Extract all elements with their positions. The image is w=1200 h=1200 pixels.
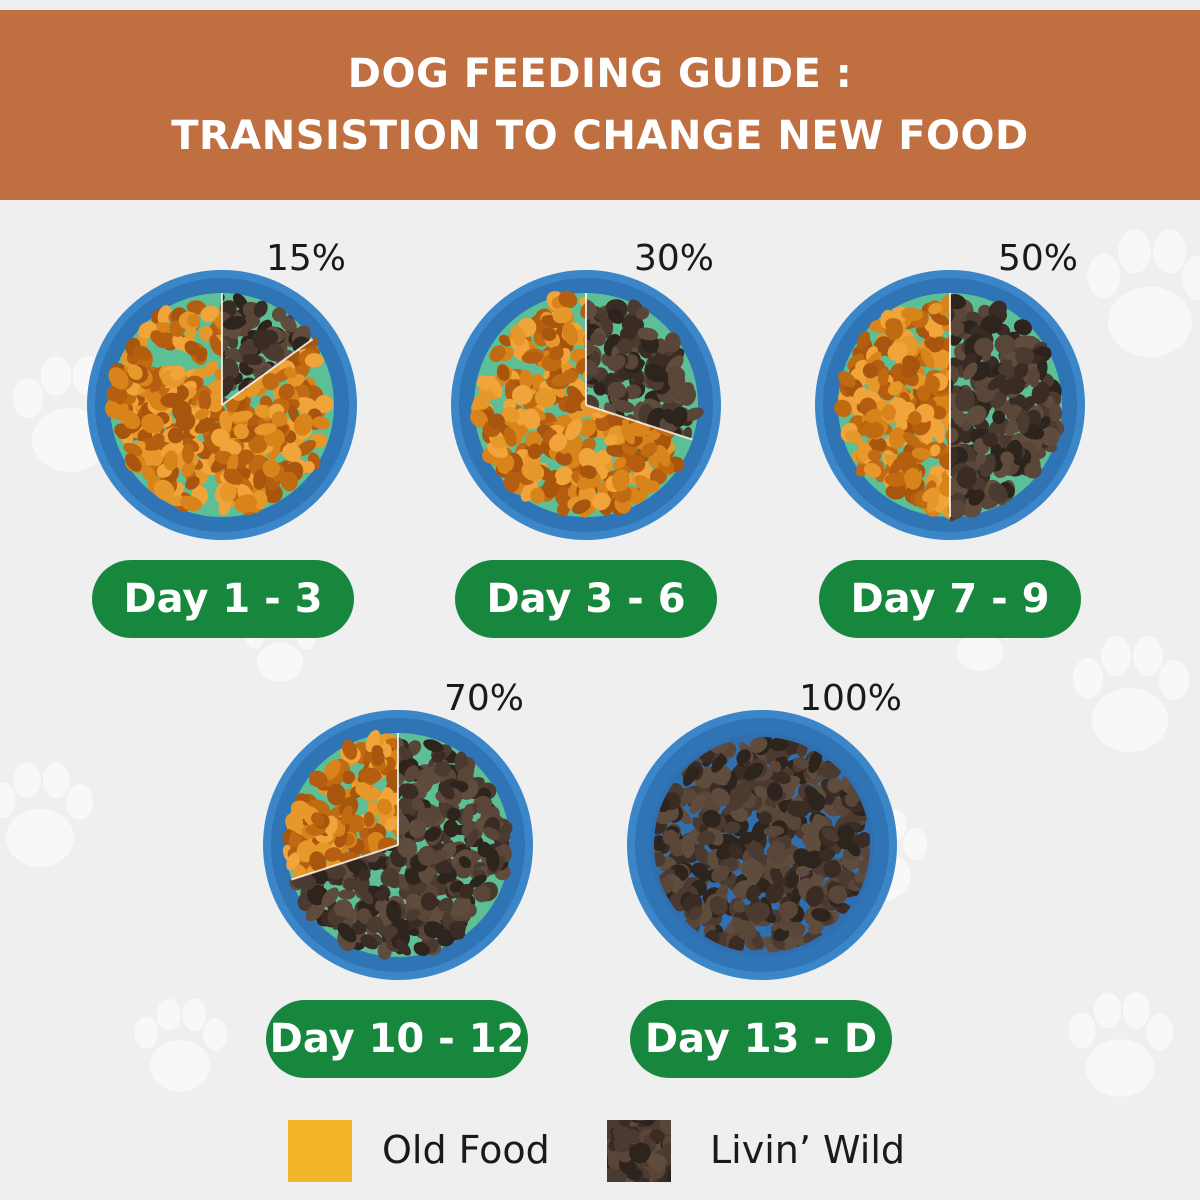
new-food-segment xyxy=(654,737,870,953)
paw-print-icon xyxy=(0,762,94,867)
title-line-2: TRANSISTION TO CHANGE NEW FOOD xyxy=(171,113,1029,159)
old-food-segment xyxy=(834,291,950,520)
new-food-segment xyxy=(284,736,513,960)
paw-print-icon xyxy=(1068,992,1174,1097)
day-pill-stage-2: Day 3 - 6 xyxy=(455,560,717,638)
old-food-swatch-icon xyxy=(288,1120,352,1182)
day-pill-stage-5: Day 13 - D xyxy=(630,1000,892,1078)
day-pill-stage-3: Day 7 - 9 xyxy=(819,560,1081,638)
percent-label-stage-2: 30% xyxy=(633,238,714,279)
percent-label-stage-5: 100% xyxy=(799,678,902,719)
paw-print-icon xyxy=(1073,636,1189,752)
day-pill-stage-1: Day 1 - 3 xyxy=(92,560,354,638)
new-food-segment xyxy=(950,294,1065,522)
livin-wild-texture xyxy=(593,1103,683,1196)
percent-label-stage-3: 50% xyxy=(997,238,1078,279)
title-line-1: DOG FEEDING GUIDE : xyxy=(347,51,853,97)
header-banner: DOG FEEDING GUIDE : TRANSISTION TO CHANG… xyxy=(0,10,1200,200)
paw-print-icon xyxy=(1087,229,1200,358)
livin-wild-swatch-icon xyxy=(593,1103,683,1196)
paw-print-icon xyxy=(134,998,228,1092)
day-pill-stage-4: Day 10 - 12 xyxy=(266,1000,528,1078)
percent-label-stage-1: 15% xyxy=(265,238,346,279)
legend-label-old-food: Old Food xyxy=(382,1128,550,1172)
percent-label-stage-4: 70% xyxy=(443,678,524,719)
legend-label-livin-wild: Livin’ Wild xyxy=(710,1128,905,1172)
